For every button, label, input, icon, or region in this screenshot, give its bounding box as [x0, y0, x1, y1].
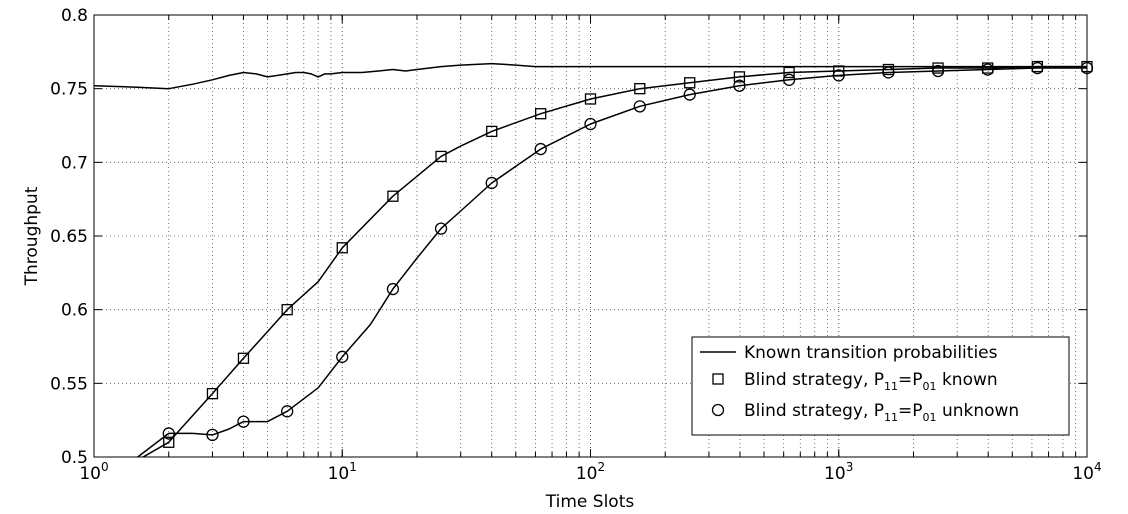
square-marker	[486, 125, 498, 138]
x-tick-label: 100	[79, 460, 108, 484]
x-axis-title: Time Slots	[545, 492, 635, 512]
y-tick-label: 0.5	[61, 448, 88, 468]
y-tick-label: 0.7	[61, 153, 88, 173]
circle-marker	[485, 176, 498, 190]
square-marker	[535, 108, 547, 120]
circle-marker	[206, 428, 219, 442]
x-tick-label: 103	[824, 460, 853, 484]
circle-marker	[782, 73, 796, 86]
circle-marker	[1031, 61, 1044, 75]
series-line-blind-known	[141, 65, 1087, 457]
circle-marker	[584, 117, 597, 131]
series-layer	[94, 62, 1087, 457]
circle-marker	[882, 66, 895, 79]
legend-label-known-transition: Known transition probabilities	[744, 343, 998, 363]
circle-marker	[931, 64, 945, 78]
y-tick-label: 0.75	[50, 80, 88, 100]
legend-box	[691, 336, 1070, 436]
axis-ticks	[94, 14, 1087, 458]
square-marker	[237, 352, 250, 364]
circle-marker	[336, 350, 349, 363]
legend-label-blind-known: Blind strategy, P11=P01 known	[744, 370, 998, 393]
square-marker	[281, 304, 293, 316]
y-tick-label: 0.8	[61, 6, 88, 26]
circle-marker	[237, 415, 250, 428]
x-tick-labels: 100 101 102 103 104	[79, 460, 1101, 484]
circle-marker	[281, 405, 294, 418]
square-marker	[336, 242, 348, 254]
legend: Known transition probabilities Blind str…	[691, 336, 1070, 436]
legend-marker-circle	[711, 403, 725, 417]
circle-marker	[683, 88, 696, 101]
square-marker	[584, 93, 597, 105]
y-tick-label: 0.6	[61, 301, 88, 321]
square-marker	[634, 83, 646, 95]
circle-marker	[434, 222, 448, 235]
circle-marker	[386, 282, 400, 296]
square-marker	[783, 66, 795, 79]
circle-marker	[534, 142, 547, 156]
circle-marker	[832, 69, 845, 82]
square-marker	[206, 387, 219, 400]
square-marker	[733, 71, 746, 83]
legend-marker-square	[712, 373, 724, 385]
y-tick-label: 0.55	[50, 374, 88, 394]
x-tick-label: 104	[1072, 460, 1101, 484]
x-tick-label: 102	[576, 460, 605, 484]
x-tick-label: 101	[328, 460, 357, 484]
marker-layer	[162, 60, 1094, 448]
square-marker	[435, 150, 447, 163]
y-axis-title: Throughput	[22, 186, 42, 286]
circle-marker	[733, 79, 746, 92]
circle-marker	[162, 427, 175, 440]
circle-marker	[981, 63, 994, 76]
y-tick-labels: 0.5 0.55 0.6 0.65 0.7 0.75 0.8	[50, 6, 88, 468]
square-marker	[833, 65, 845, 77]
square-marker	[163, 436, 175, 448]
series-line-blind-unknown	[137, 67, 1087, 457]
legend-label-blind-unknown: Blind strategy, P11=P01 unknown	[744, 401, 1019, 424]
square-marker	[387, 190, 399, 202]
square-marker	[684, 77, 696, 89]
y-tick-label: 0.65	[50, 227, 88, 247]
circle-marker	[633, 100, 646, 113]
series-line-known-transition	[94, 62, 1087, 90]
